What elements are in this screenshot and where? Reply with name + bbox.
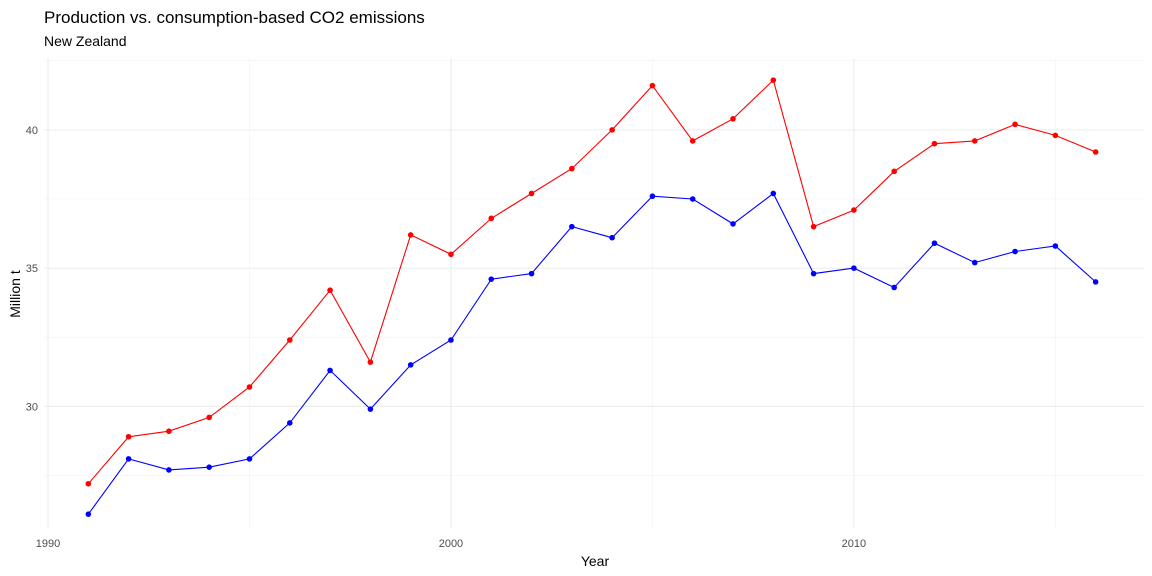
data-point [931,240,938,247]
data-point [971,138,978,144]
data-point [327,287,333,294]
data-point [367,406,374,412]
data-point [689,138,696,144]
data-point [569,223,575,230]
data-point [407,232,414,238]
series-line [87,79,1096,485]
data-point [125,456,132,462]
data-point [851,265,857,271]
data-point [810,270,817,277]
data-point [971,259,978,266]
data-point [891,168,897,175]
data-point [770,77,777,83]
series-0 [85,77,1099,487]
x-tick-label: 2000 [439,538,463,550]
chart-subtitle: New Zealand [44,33,127,49]
data-point [528,190,535,197]
data-point [166,428,172,435]
data-point [246,384,253,390]
y-axis-title: Million t [7,270,23,318]
data-point [609,127,615,133]
data-point [246,456,253,462]
data-point [125,433,132,440]
grid [44,58,1144,528]
data-point [891,284,897,291]
data-point [206,464,213,470]
data-point [488,276,495,282]
data-point [286,337,293,343]
data-point [286,420,293,426]
chart-title: Production vs. consumption-based CO2 emi… [44,8,425,27]
data-point [730,116,736,122]
data-point [528,270,535,277]
data-point [206,414,213,421]
series-layer [85,77,1099,517]
data-point [931,140,938,147]
y-tick-label: 35 [26,263,38,275]
data-point [730,221,736,227]
data-point [770,190,777,197]
data-point [448,337,454,343]
series-line [87,192,1096,515]
data-point [649,82,656,89]
y-tick-label: 30 [26,401,38,413]
x-tick-label: 1990 [36,538,60,550]
data-point [810,223,817,230]
data-point [1052,132,1059,139]
data-point [85,511,92,517]
data-point [1012,248,1018,255]
data-point [649,193,656,200]
x-axis-title: Year [581,553,610,569]
data-point [1092,279,1099,285]
data-point [327,367,333,374]
data-point [1092,149,1099,155]
data-point [609,234,615,241]
y-tick-label: 40 [26,125,38,137]
data-point [569,165,575,172]
data-point [448,251,454,258]
data-point [85,480,92,487]
data-point [1012,121,1018,128]
data-point [1052,243,1059,249]
data-point [488,215,495,222]
data-point [367,359,374,365]
data-point [166,467,172,473]
data-point [851,207,857,213]
axes: 1990 2000 2010 30 35 40 [26,125,866,550]
series-1 [85,190,1099,517]
data-point [689,196,696,202]
data-point [407,362,414,368]
x-tick-label: 2010 [842,538,866,550]
